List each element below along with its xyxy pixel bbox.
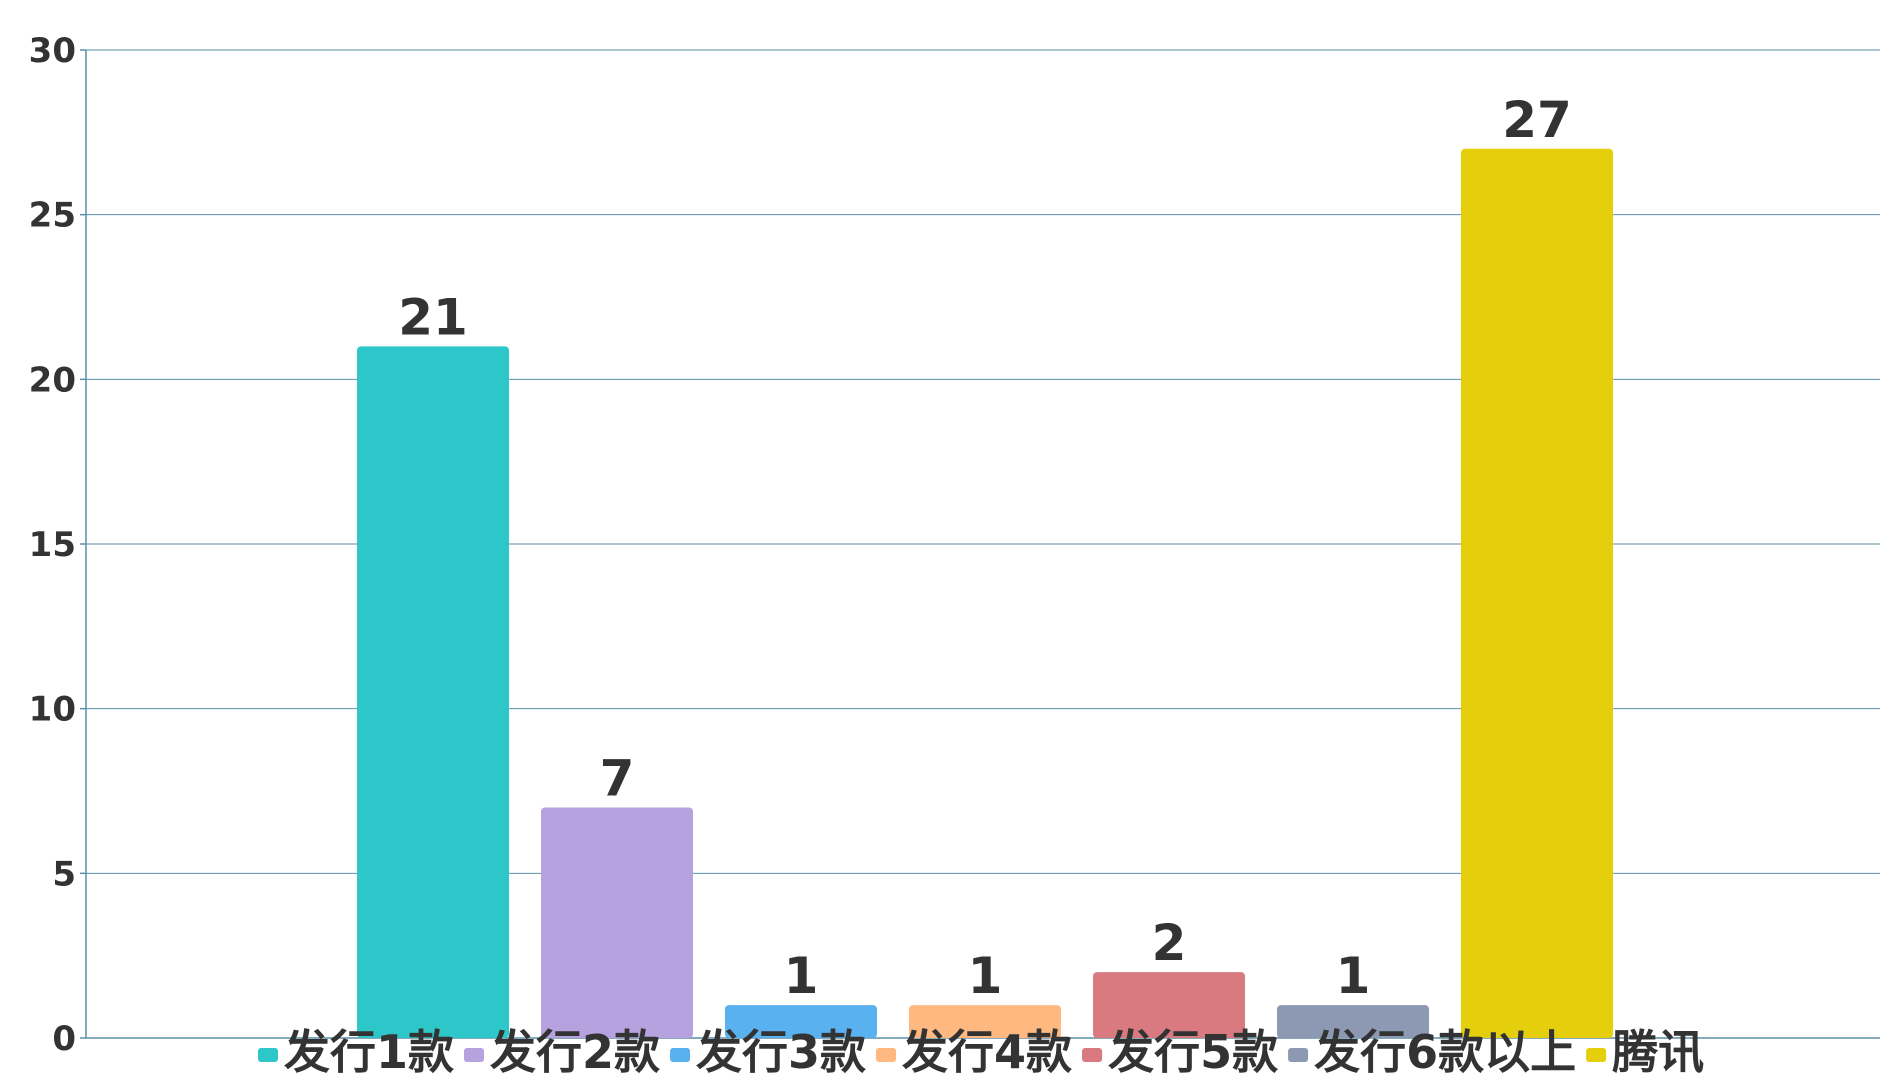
bar-5 [1093,972,1245,1038]
data-label-3: 1 [784,947,819,1005]
legend-swatch [670,1048,691,1062]
data-label-1: 21 [398,288,468,346]
data-label-6: 1 [1336,947,1371,1005]
y-tick-label: 5 [52,854,76,894]
legend-item-4[interactable]: 发行4款 [876,1025,1072,1079]
data-label-7: 27 [1502,91,1572,149]
bar-4 [909,1005,1061,1038]
legend-item-7[interactable]: 腾讯 [1586,1025,1704,1079]
legend-label: 发行2款 [490,1025,660,1079]
data-label-4: 1 [968,947,1003,1005]
y-tick-label: 15 [29,525,76,565]
bar-6 [1277,1005,1429,1038]
legend-label: 发行3款 [696,1025,866,1079]
legend-swatch [1082,1048,1103,1062]
legend-swatch [258,1048,278,1062]
legend-label: 发行1款 [284,1025,454,1079]
y-tick-label: 25 [29,196,76,236]
legend-label: 发行4款 [902,1025,1072,1079]
legend-label: 发行6款以上 [1314,1025,1576,1079]
legend-item-2[interactable]: 发行2款 [464,1025,660,1079]
bar-7 [1461,148,1613,1039]
y-tick-label: 0 [52,1019,76,1059]
legend-swatch [876,1048,897,1062]
legend-item-5[interactable]: 发行5款 [1082,1025,1278,1079]
legend-swatch [1288,1048,1309,1062]
bar-1 [357,346,509,1038]
legend-item-3[interactable]: 发行3款 [670,1025,866,1079]
data-label-5: 2 [1152,914,1187,972]
data-label-2: 7 [600,749,635,807]
bars [357,148,1613,1039]
y-tick-label: 30 [29,31,76,71]
legend-swatch [464,1048,485,1062]
legend-item-1[interactable]: 发行1款 [258,1025,454,1079]
legend-label: 腾讯 [1612,1025,1704,1079]
legend-swatch [1586,1048,1607,1062]
legend: 发行1款 发行2款 发行3款 发行4款 发行5款 发行6款以上 腾讯 [258,1025,1704,1079]
bar-2 [541,807,693,1038]
bar-3 [725,1005,877,1038]
y-tick-label: 10 [29,690,76,730]
legend-item-6[interactable]: 发行6款以上 [1288,1025,1576,1079]
y-tick-label: 20 [29,360,76,400]
legend-label: 发行5款 [1108,1025,1278,1079]
